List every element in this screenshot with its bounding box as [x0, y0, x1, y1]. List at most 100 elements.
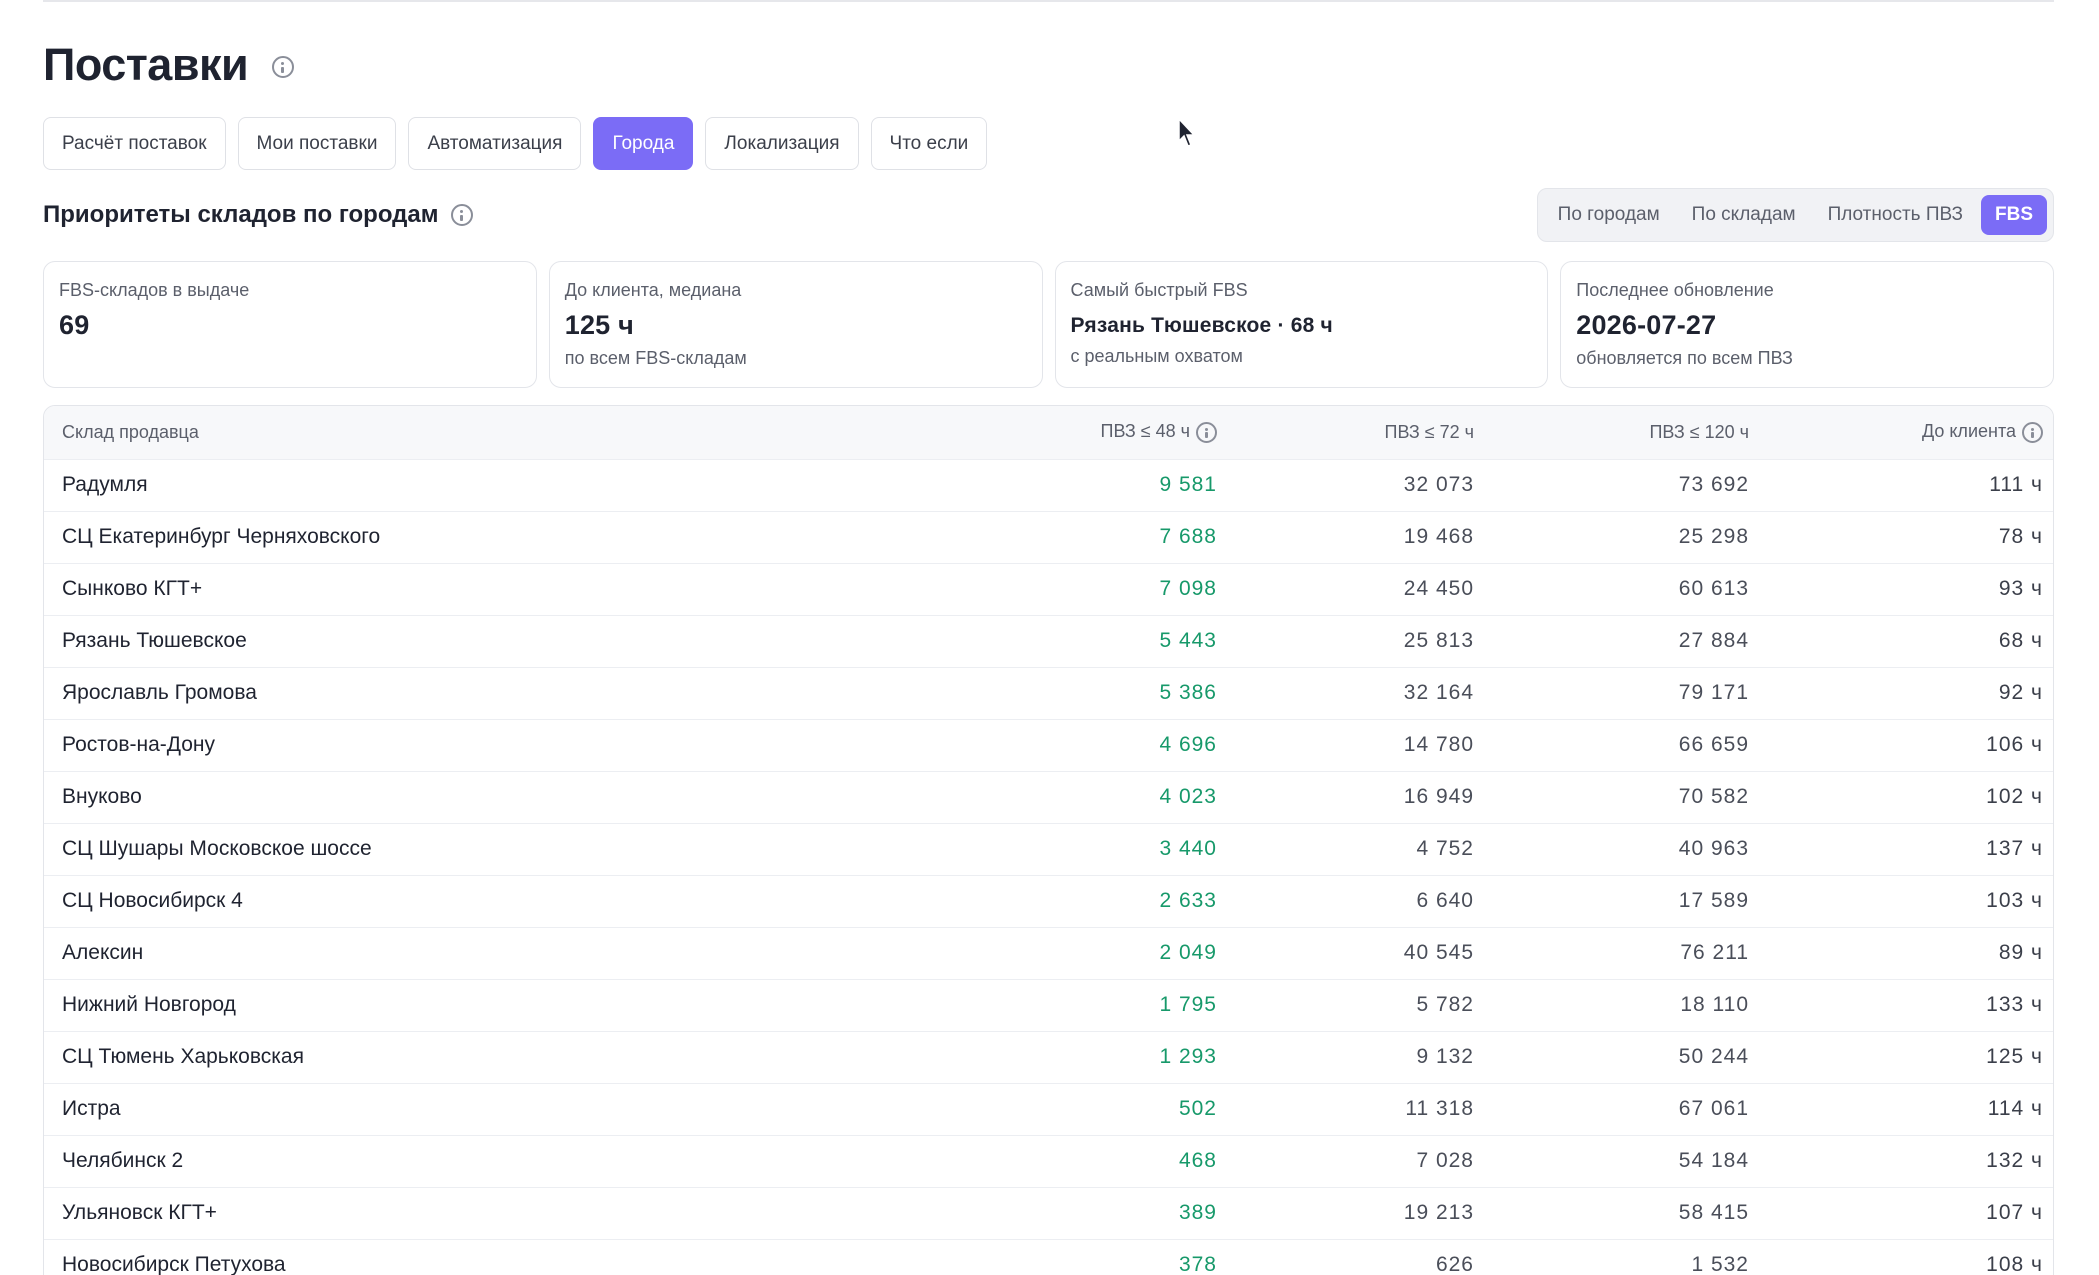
- table-row[interactable]: Внуково 4 023 16 949 70 582 102 ч: [44, 771, 2053, 823]
- table-row[interactable]: Нижний Новгород 1 795 5 782 18 110 133 ч: [44, 979, 2053, 1031]
- table-row[interactable]: Ярославль Громова 5 386 32 164 79 171 92 ч: [44, 667, 2053, 719]
- tab-3[interactable]: Города: [593, 117, 694, 170]
- tab-5[interactable]: Что если: [870, 117, 988, 170]
- cell-pvz-48: 468: [1178, 1149, 1217, 1172]
- cell-pvz-72: 7 028: [1416, 1149, 1474, 1172]
- cell-to-client: 107 ч: [1986, 1201, 2043, 1224]
- cell-pvz-72: 5 782: [1416, 993, 1474, 1016]
- cell-to-client: 133 ч: [1986, 993, 2043, 1016]
- cell-to-client: 102 ч: [1986, 785, 2043, 808]
- cell-to-client: 68 ч: [1998, 629, 2043, 652]
- cell-pvz-120: 73 692: [1678, 473, 1749, 496]
- cell-pvz-120: 76 211: [1680, 941, 1749, 964]
- summary-card: Последнее обновление 2026-07-27 обновляетс…: [1560, 261, 2054, 388]
- cell-warehouse: Ростов-на-Дону: [62, 733, 215, 756]
- cell-warehouse: СЦ Шушары Московское шоссе: [62, 837, 372, 860]
- cell-pvz-72: 626: [1435, 1253, 1474, 1275]
- page-header: Поставки: [43, 36, 295, 94]
- cell-warehouse: СЦ Екатеринбург Черняховского: [62, 525, 381, 548]
- table-row[interactable]: СЦ Шушары Московское шоссе 3 440 4 752 40 9…: [44, 823, 2053, 875]
- cell-pvz-120: 67 061: [1678, 1097, 1749, 1120]
- column-header-warehouse[interactable]: Склад продавца: [62, 421, 199, 442]
- warehouses-table: Склад продавца ПВЗ ≤ 48 ч ПВЗ ≤ 72 ч ПВЗ…: [43, 405, 2054, 1275]
- table-row[interactable]: Ульяновск КГТ+ 389 19 213 58 415 107 ч: [44, 1187, 2053, 1239]
- cell-pvz-72: 32 164: [1403, 681, 1474, 704]
- card-value: 69: [59, 310, 90, 340]
- cell-pvz-48: 9 581: [1159, 473, 1217, 496]
- view-toggle-item[interactable]: Плотность ПВЗ: [1827, 204, 1963, 225]
- cell-pvz-72: 40 545: [1403, 941, 1474, 964]
- column-header-pvz-48[interactable]: ПВЗ ≤ 48 ч: [804, 406, 1229, 459]
- cell-warehouse: Алексин: [62, 941, 144, 964]
- view-toggle-item[interactable]: По складам: [1691, 204, 1796, 225]
- table-row[interactable]: СЦ Новосибирск 4 2 633 6 640 17 589 103 ч: [44, 875, 2053, 927]
- cell-warehouse: Ярославль Громова: [62, 681, 257, 704]
- view-toggle: По городам По складам Плотность ПВЗ FBS: [1536, 188, 2054, 242]
- table-row[interactable]: СЦ Екатеринбург Черняховского 7 688 19 468…: [44, 511, 2053, 563]
- table-row[interactable]: Ростов-на-Дону 4 696 14 780 66 659 106 ч: [44, 719, 2053, 771]
- cell-pvz-48: 502: [1178, 1097, 1217, 1120]
- table-row[interactable]: Сынково КГТ+ 7 098 24 450 60 613 93 ч: [44, 563, 2053, 615]
- table-row[interactable]: Челябинск 2 468 7 028 54 184 132 ч: [44, 1135, 2053, 1187]
- cell-pvz-72: 6 640: [1416, 889, 1474, 912]
- page-title: Поставки: [43, 39, 249, 90]
- cell-pvz-48: 2 633: [1159, 889, 1217, 912]
- table-row[interactable]: Новосибирск Петухова 378 626 1 532 108 ч: [44, 1239, 2053, 1275]
- table-row[interactable]: Рязань Тюшевское 5 443 25 813 27 884 68 ч: [44, 615, 2053, 667]
- tab-2[interactable]: Автоматизация: [408, 117, 582, 170]
- section-title: Приоритеты складов по городам: [43, 201, 439, 228]
- table-row[interactable]: Истра 502 11 318 67 061 114 ч: [44, 1083, 2053, 1135]
- cell-pvz-48: 3 440: [1159, 837, 1217, 860]
- cell-warehouse: СЦ Тюмень Харьковская: [62, 1045, 304, 1068]
- cell-to-client: 111 ч: [1989, 473, 2043, 496]
- cell-to-client: 114 ч: [1987, 1097, 2043, 1120]
- cell-pvz-120: 1 532: [1691, 1253, 1749, 1275]
- table-row[interactable]: СЦ Тюмень Харьковская 1 293 9 132 50 244 125…: [44, 1031, 2053, 1083]
- cell-to-client: 106 ч: [1986, 733, 2043, 756]
- tab-0[interactable]: Расчёт поставок: [43, 117, 226, 170]
- cell-pvz-72: 14 780: [1403, 733, 1474, 756]
- section-header: Приоритеты складов по городам: [43, 198, 473, 232]
- cell-warehouse: Истра: [62, 1097, 121, 1120]
- tab-4[interactable]: Локализация: [705, 117, 859, 170]
- view-toggle-item[interactable]: FBS: [1981, 195, 2047, 235]
- cell-warehouse: Радумля: [62, 473, 148, 496]
- info-icon[interactable]: [272, 56, 295, 78]
- cell-to-client: 89 ч: [1998, 941, 2043, 964]
- cell-pvz-120: 17 589: [1678, 889, 1749, 912]
- summary-card: FBS-складов в выдаче 69: [43, 261, 537, 388]
- cell-pvz-48: 1 795: [1159, 993, 1217, 1016]
- cell-pvz-48: 389: [1178, 1201, 1217, 1224]
- tab-1[interactable]: Мои поставки: [237, 117, 397, 170]
- cell-pvz-72: 11 318: [1405, 1097, 1474, 1120]
- info-icon[interactable]: [2022, 422, 2043, 444]
- summary-card: До клиента, медиана 125 ч по всем FBS-скла…: [548, 261, 1043, 388]
- cell-warehouse: Ульяновск КГТ+: [62, 1201, 217, 1224]
- table-header-row: Склад продавца ПВЗ ≤ 48 ч ПВЗ ≤ 72 ч ПВЗ…: [44, 406, 2053, 459]
- card-subtext: с реальным охватом: [1070, 346, 1243, 366]
- main-tabs: Расчёт поставок Мои поставки Автоматизация…: [43, 117, 988, 170]
- cell-to-client: 108 ч: [1986, 1253, 2043, 1275]
- info-icon[interactable]: [450, 204, 473, 226]
- cell-warehouse: Нижний Новгород: [62, 993, 236, 1016]
- info-icon[interactable]: [1196, 422, 1217, 444]
- table-row[interactable]: Алексин 2 049 40 545 76 211 89 ч: [44, 927, 2053, 979]
- table-row[interactable]: Радумля 9 581 32 073 73 692 111 ч: [44, 459, 2053, 511]
- view-toggle-item[interactable]: По городам: [1557, 204, 1660, 225]
- cell-pvz-48: 5 386: [1159, 681, 1217, 704]
- column-header-to-client[interactable]: До клиента: [1761, 406, 2053, 459]
- cell-pvz-120: 58 415: [1678, 1201, 1749, 1224]
- cell-to-client: 92 ч: [1998, 681, 2043, 704]
- column-header-pvz-120[interactable]: ПВЗ ≤ 120 ч: [1649, 421, 1749, 442]
- cell-to-client: 78 ч: [1998, 525, 2043, 548]
- cell-to-client: 137 ч: [1986, 837, 2043, 860]
- cell-pvz-120: 79 171: [1678, 681, 1749, 704]
- column-header-pvz-72[interactable]: ПВЗ ≤ 72 ч: [1384, 421, 1475, 442]
- cell-pvz-48: 7 098: [1159, 577, 1217, 600]
- cell-pvz-48: 7 688: [1159, 525, 1217, 548]
- cell-pvz-72: 25 813: [1403, 629, 1474, 652]
- cell-pvz-72: 24 450: [1403, 577, 1474, 600]
- cell-pvz-120: 66 659: [1678, 733, 1749, 756]
- cell-to-client: 125 ч: [1986, 1045, 2043, 1068]
- card-subtext: по всем FBS-складам: [564, 348, 747, 368]
